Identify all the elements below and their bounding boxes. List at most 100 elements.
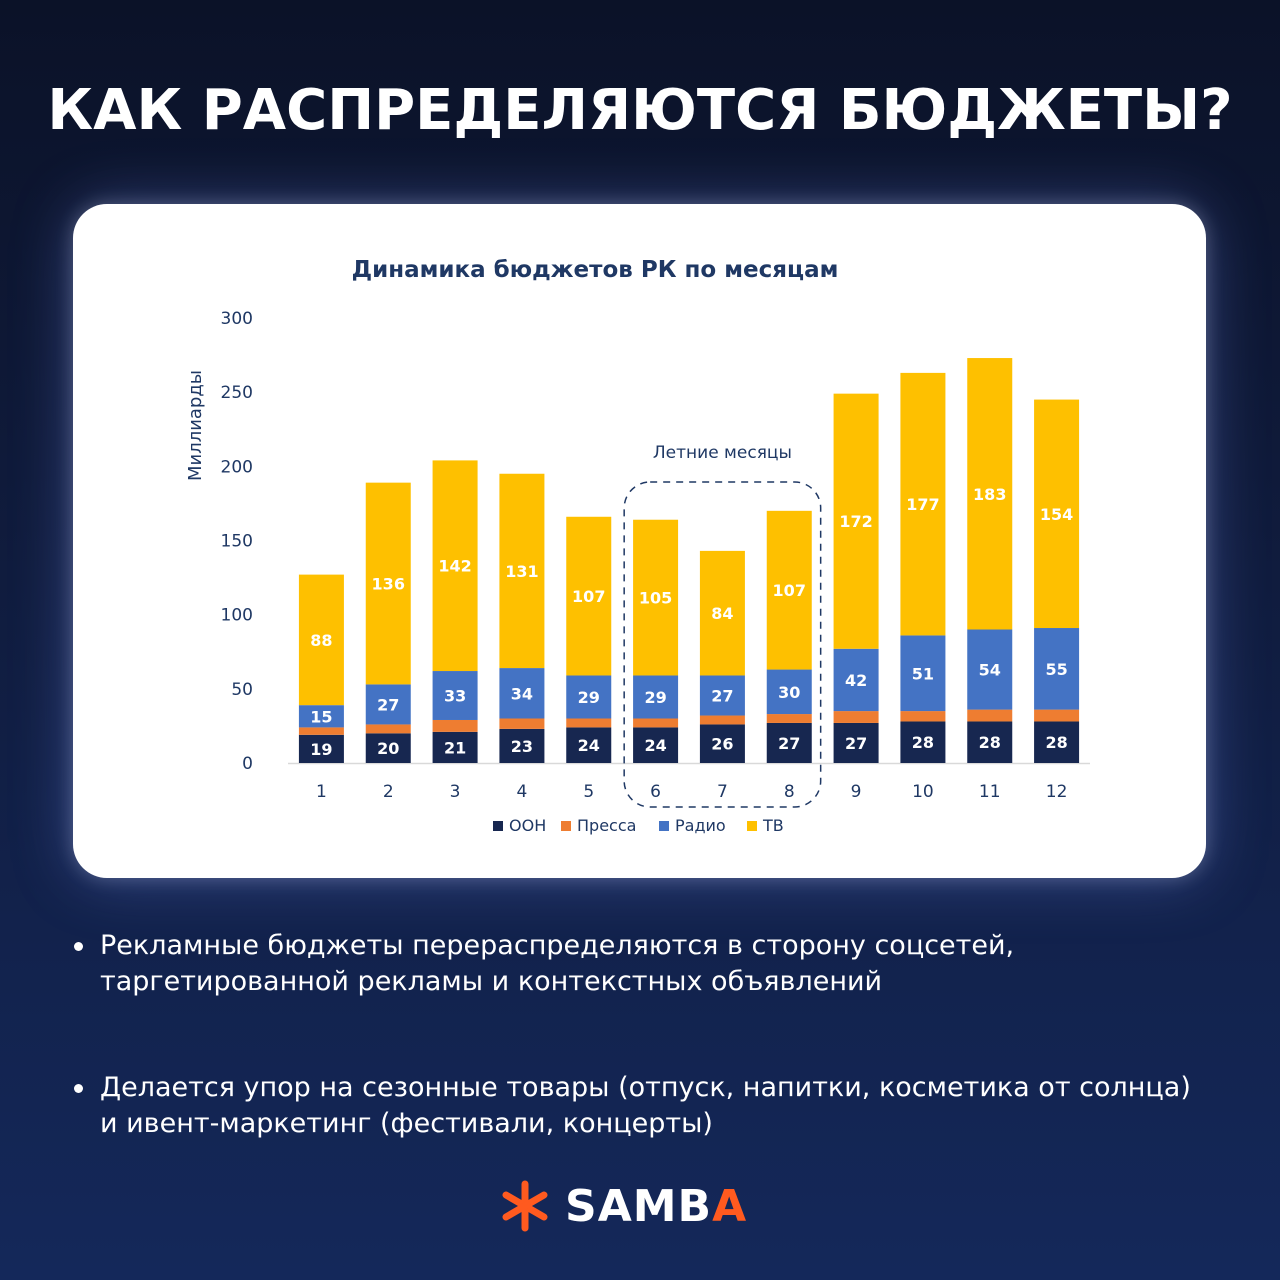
data-label: 30 bbox=[778, 683, 800, 702]
bar-segment bbox=[365, 733, 411, 763]
data-label: 142 bbox=[438, 557, 471, 576]
bar-segment bbox=[833, 393, 879, 649]
x-tick-label: 12 bbox=[1046, 782, 1068, 802]
bar-segment bbox=[298, 727, 344, 735]
bar-segment bbox=[967, 721, 1013, 763]
legend-label: ТВ bbox=[762, 816, 784, 835]
data-label: 84 bbox=[711, 604, 733, 623]
x-tick-label: 3 bbox=[450, 782, 461, 802]
bar-segment bbox=[833, 648, 879, 712]
bar-segment bbox=[633, 727, 679, 763]
bar-segment bbox=[699, 550, 745, 676]
bar-segment bbox=[499, 473, 545, 669]
data-label: 42 bbox=[845, 671, 867, 690]
data-label: 88 bbox=[310, 631, 332, 650]
bar-segment bbox=[900, 372, 946, 636]
y-tick-label: 100 bbox=[221, 606, 253, 626]
data-label: 33 bbox=[444, 687, 466, 706]
data-label: 107 bbox=[572, 587, 605, 606]
data-label: 177 bbox=[906, 495, 939, 514]
x-tick-label: 1 bbox=[316, 782, 327, 802]
y-axis-label: Миллиарды bbox=[185, 370, 206, 481]
x-tick-label: 5 bbox=[583, 782, 594, 802]
bar-segment bbox=[432, 719, 478, 732]
x-tick-label: 2 bbox=[383, 782, 394, 802]
bar-segment bbox=[967, 358, 1013, 630]
bar-segment bbox=[566, 516, 612, 676]
bar-segment bbox=[833, 722, 879, 763]
bar-segment bbox=[633, 519, 679, 676]
logo-accent-text: A bbox=[712, 1180, 748, 1232]
data-label: 107 bbox=[773, 581, 806, 600]
bar-segment bbox=[766, 722, 812, 763]
chart-card: Динамика бюджетов РК по месяцам Миллиарды… bbox=[73, 204, 1206, 878]
y-tick-label: 300 bbox=[221, 309, 253, 329]
data-label: 20 bbox=[377, 739, 399, 758]
bar-segment bbox=[699, 675, 745, 716]
page-headline: КАК РАСПРЕДЕЛЯЮТСЯ БЮДЖЕТЫ? bbox=[47, 78, 1233, 143]
bullet-item: Делается упор на сезонные товары (отпуск… bbox=[70, 1070, 1210, 1142]
bar-segment bbox=[766, 510, 812, 670]
bar-segment bbox=[1034, 399, 1080, 629]
data-label: 183 bbox=[973, 485, 1006, 504]
bar-segment bbox=[365, 684, 411, 725]
bar-segment bbox=[699, 715, 745, 725]
bar-segment bbox=[499, 668, 545, 719]
data-label: 29 bbox=[578, 688, 600, 707]
bar-segment bbox=[566, 718, 612, 728]
bar-segment bbox=[566, 675, 612, 719]
logo-main-text: SAMB bbox=[565, 1180, 713, 1232]
bullet-text: Делается упор на сезонные товары (отпуск… bbox=[100, 1072, 1191, 1139]
budget-chart: Динамика бюджетов РК по месяцам Миллиарды… bbox=[185, 257, 1090, 835]
bar-segment bbox=[432, 671, 478, 720]
asterisk-logo-icon bbox=[502, 1180, 548, 1232]
data-label: 29 bbox=[644, 688, 666, 707]
bar-segment bbox=[432, 460, 478, 672]
x-tick-label: 11 bbox=[979, 782, 1001, 802]
x-tick-label: 4 bbox=[517, 782, 528, 802]
bar-segment bbox=[298, 574, 344, 706]
data-label: 27 bbox=[845, 734, 867, 753]
y-tick-label: 50 bbox=[231, 680, 253, 700]
x-tick-label: 10 bbox=[912, 782, 934, 802]
bar-segment bbox=[298, 705, 344, 728]
bar-segment bbox=[432, 731, 478, 763]
data-label: 27 bbox=[778, 734, 800, 753]
bar-segment bbox=[766, 714, 812, 723]
bar-segment bbox=[298, 734, 344, 763]
data-label: 23 bbox=[511, 737, 533, 756]
legend-swatch bbox=[659, 821, 669, 831]
bar-segment bbox=[1034, 628, 1080, 710]
data-label: 15 bbox=[310, 707, 332, 726]
data-label: 131 bbox=[505, 562, 538, 581]
x-tick-label: 6 bbox=[650, 782, 661, 802]
chart-title: Динамика бюджетов РК по месяцам bbox=[352, 257, 839, 283]
y-tick-label: 250 bbox=[221, 383, 253, 403]
bar-segment bbox=[633, 718, 679, 728]
data-label: 136 bbox=[372, 575, 405, 594]
y-tick-label: 200 bbox=[221, 457, 253, 477]
logo-wordmark: SAMBA bbox=[565, 1181, 747, 1232]
bullet-dot-icon bbox=[74, 1084, 83, 1093]
bar-segment bbox=[499, 728, 545, 763]
data-label: 19 bbox=[310, 740, 332, 759]
bar-segment bbox=[900, 711, 946, 722]
bar-segment bbox=[566, 727, 612, 763]
legend-label: Пресса bbox=[577, 816, 636, 835]
bar-segment bbox=[365, 724, 411, 734]
bullet-list: Рекламные бюджеты перераспределяются в с… bbox=[70, 928, 1210, 1212]
x-tick-label: 8 bbox=[784, 782, 795, 802]
data-label: 24 bbox=[578, 736, 600, 755]
data-label: 28 bbox=[979, 733, 1001, 752]
bullet-dot-icon bbox=[74, 942, 83, 951]
legend-swatch bbox=[493, 821, 503, 831]
bullet-item: Рекламные бюджеты перераспределяются в с… bbox=[70, 928, 1210, 1000]
data-label: 21 bbox=[444, 738, 466, 757]
x-tick-label: 9 bbox=[851, 782, 862, 802]
y-tick-label: 150 bbox=[221, 532, 253, 552]
y-tick-label: 0 bbox=[242, 754, 253, 774]
bar-segment bbox=[365, 482, 411, 685]
bar-segment bbox=[633, 675, 679, 719]
data-label: 34 bbox=[511, 684, 533, 703]
data-label: 51 bbox=[912, 664, 934, 683]
